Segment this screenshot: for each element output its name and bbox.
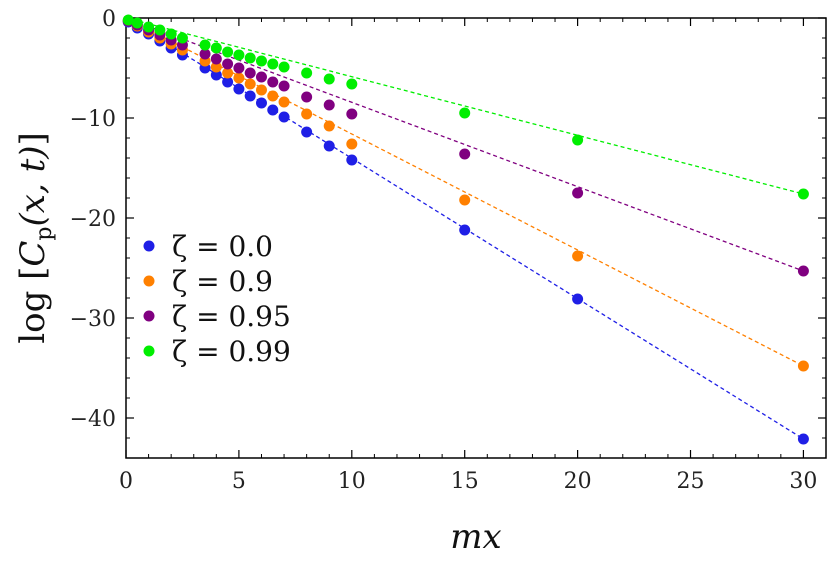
data-point [176, 32, 188, 44]
data-point [797, 265, 809, 277]
legend-marker [143, 345, 155, 357]
legend-marker [143, 310, 155, 322]
data-point [233, 62, 245, 74]
y-tick-label: −20 [70, 207, 116, 232]
data-point [154, 24, 166, 36]
legend-marker [143, 240, 155, 252]
svg-text:log [Cp(x, t)]: log [Cp(x, t)] [13, 132, 57, 344]
data-point [233, 49, 245, 61]
ticks: 0 5 10 15 20 25 30 0 −10 −20 −30 −40 [70, 7, 827, 494]
x-tick-label: 10 [338, 469, 366, 494]
y-tick-label: −40 [70, 407, 116, 432]
fit-line [125, 17, 804, 195]
legend-label: ζ = 0.9 [172, 265, 273, 298]
data-point [572, 250, 584, 262]
legend-label: ζ = 0.0 [172, 230, 273, 263]
data-point [267, 76, 279, 88]
data-point [267, 90, 279, 102]
x-axis-label: mx [450, 517, 501, 557]
data-point [210, 53, 222, 65]
data-point [199, 39, 211, 51]
data-point [143, 21, 155, 33]
y-axis-label: log [Cp(x, t)] [13, 132, 57, 344]
data-point [255, 71, 267, 83]
legend-label: ζ = 0.95 [172, 300, 291, 333]
data-point [210, 61, 222, 73]
data-point [797, 188, 809, 200]
data-point [301, 126, 313, 138]
data-point [459, 224, 471, 236]
y-axis-label-args: (x, t) [13, 145, 53, 226]
data-point [323, 99, 335, 111]
data-point [278, 111, 290, 123]
data-point [323, 73, 335, 85]
data-point [222, 76, 234, 88]
data-points [122, 14, 809, 445]
data-point [255, 97, 267, 109]
x-tick-label: 5 [232, 469, 246, 494]
data-point [244, 90, 256, 102]
data-point [572, 293, 584, 305]
data-point [233, 83, 245, 95]
data-point [346, 154, 358, 166]
data-point [244, 78, 256, 90]
legend-label: ζ = 0.99 [172, 335, 291, 368]
data-point [267, 58, 279, 70]
y-axis-label-func: log [13, 291, 53, 344]
data-point [459, 107, 471, 119]
data-point [165, 28, 177, 40]
legend: ζ = 0.0ζ = 0.9ζ = 0.95ζ = 0.99 [143, 230, 291, 368]
data-point [323, 140, 335, 152]
data-point [131, 17, 143, 29]
data-point [301, 108, 313, 120]
data-point [222, 46, 234, 58]
x-tick-label: 15 [451, 469, 479, 494]
data-point [122, 14, 134, 26]
data-point [572, 134, 584, 146]
data-point [278, 96, 290, 108]
data-point [301, 91, 313, 103]
data-point [233, 72, 245, 84]
data-point [210, 42, 222, 54]
x-tick-label: 30 [789, 469, 817, 494]
data-point [797, 433, 809, 445]
data-point [255, 55, 267, 67]
x-tick-label: 20 [564, 469, 592, 494]
data-point [267, 104, 279, 116]
data-point [459, 194, 471, 206]
data-point [222, 67, 234, 79]
data-point [278, 61, 290, 73]
data-point [244, 67, 256, 79]
y-axis-label-subscript: p [32, 226, 57, 240]
y-tick-label: −30 [70, 307, 116, 332]
data-point [346, 108, 358, 120]
data-point [572, 187, 584, 199]
y-tick-label: 0 [102, 7, 116, 32]
data-point [459, 148, 471, 160]
x-tick-label: 0 [119, 469, 133, 494]
x-tick-label: 25 [677, 469, 705, 494]
data-point [210, 69, 222, 81]
data-point [255, 84, 267, 96]
data-point [199, 48, 211, 60]
y-axis-label-symbol: C [13, 241, 53, 267]
data-point [323, 120, 335, 132]
data-point [244, 52, 256, 64]
data-point [346, 138, 358, 150]
data-point [797, 360, 809, 372]
data-point [222, 58, 234, 70]
legend-marker [143, 275, 155, 287]
y-tick-label: −10 [70, 107, 116, 132]
data-point [346, 78, 358, 90]
data-point [301, 67, 313, 79]
data-point [278, 80, 290, 92]
